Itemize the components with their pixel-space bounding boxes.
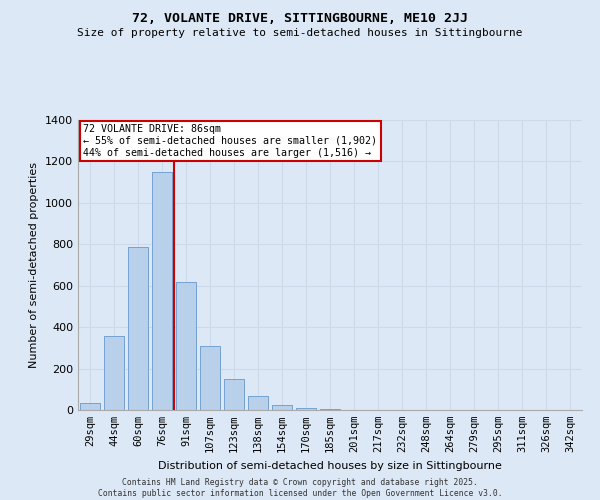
Bar — [296, 408, 316, 410]
Text: Contains HM Land Registry data © Crown copyright and database right 2025.
Contai: Contains HM Land Registry data © Crown c… — [98, 478, 502, 498]
Bar — [152, 172, 172, 410]
Bar — [224, 380, 244, 410]
Bar — [128, 248, 148, 410]
Text: 72, VOLANTE DRIVE, SITTINGBOURNE, ME10 2JJ: 72, VOLANTE DRIVE, SITTINGBOURNE, ME10 2… — [132, 12, 468, 26]
Text: 72 VOLANTE DRIVE: 86sqm
← 55% of semi-detached houses are smaller (1,902)
44% of: 72 VOLANTE DRIVE: 86sqm ← 55% of semi-de… — [83, 124, 377, 158]
Bar — [104, 336, 124, 410]
Bar — [200, 346, 220, 410]
Bar — [80, 403, 100, 410]
X-axis label: Distribution of semi-detached houses by size in Sittingbourne: Distribution of semi-detached houses by … — [158, 460, 502, 470]
Bar — [272, 405, 292, 410]
Bar — [176, 282, 196, 410]
Text: Size of property relative to semi-detached houses in Sittingbourne: Size of property relative to semi-detach… — [77, 28, 523, 38]
Bar — [248, 396, 268, 410]
Y-axis label: Number of semi-detached properties: Number of semi-detached properties — [29, 162, 40, 368]
